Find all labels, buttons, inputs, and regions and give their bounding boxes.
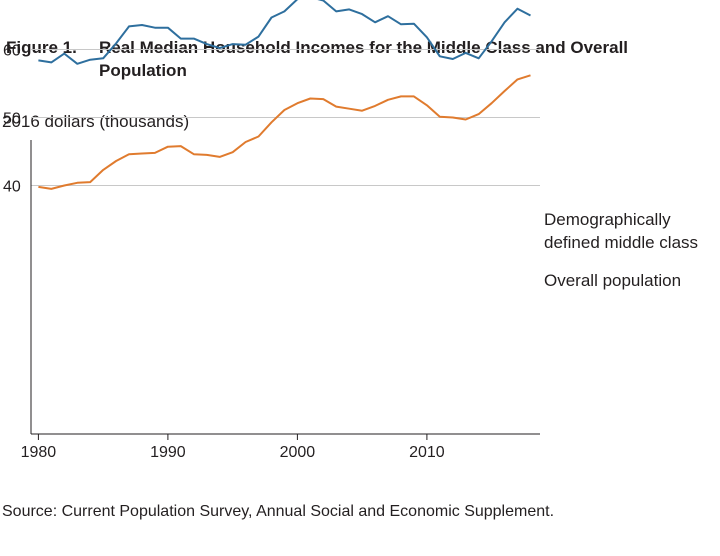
source-note: Source: Current Population Survey, Annua… [2, 503, 555, 520]
figure-title-line1: Figure 1. Real Median Household Incomes f… [6, 36, 628, 59]
series-label: Overall population [544, 271, 681, 290]
series-line [38, 0, 531, 65]
y-tick-label: 60 [3, 43, 21, 60]
x-tick-label: 2010 [409, 444, 445, 461]
series-label: Demographically [544, 210, 671, 229]
y-tick-label: 40 [3, 179, 21, 196]
series-labels: Demographically defined middle class Overa… [544, 210, 698, 290]
x-tick-label: 1980 [21, 444, 57, 461]
y-axis-label: 2016 dollars (thousands) [2, 112, 189, 131]
series-line [38, 74, 531, 190]
x-tick-label: 1990 [150, 444, 186, 461]
y-tick-label: 50 [3, 111, 21, 128]
series-lines [38, 0, 531, 190]
x-tick-labels: 1980 1990 2000 2010 [21, 434, 445, 461]
figure-title: Figure 1. Real Median Household Incomes f… [6, 36, 628, 82]
series-label: defined middle class [544, 233, 698, 252]
figure-title-text: Real Median Household Incomes for the Mi… [99, 38, 629, 57]
x-tick-label: 2000 [280, 444, 316, 461]
figure-title-line2: Population [99, 61, 187, 80]
figure-label: Figure 1. [6, 38, 77, 57]
y-tick-labels: 40506070 [3, 43, 21, 196]
gridlines [31, 49, 540, 186]
